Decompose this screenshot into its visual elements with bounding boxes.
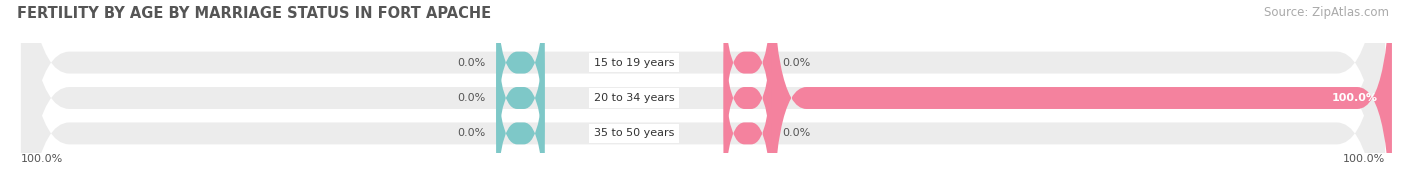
FancyBboxPatch shape [21,0,1385,196]
FancyBboxPatch shape [21,0,1385,196]
Text: Source: ZipAtlas.com: Source: ZipAtlas.com [1264,6,1389,19]
Text: 15 to 19 years: 15 to 19 years [593,58,675,68]
Text: 0.0%: 0.0% [782,128,810,138]
Legend: Married, Unmarried: Married, Unmarried [612,192,794,196]
Text: 20 to 34 years: 20 to 34 years [593,93,675,103]
FancyBboxPatch shape [496,0,544,158]
FancyBboxPatch shape [772,0,1392,196]
Text: 0.0%: 0.0% [782,58,810,68]
FancyBboxPatch shape [21,0,1385,196]
Text: 0.0%: 0.0% [458,58,486,68]
Text: 100.0%: 100.0% [1331,93,1378,103]
FancyBboxPatch shape [724,38,772,196]
Text: 0.0%: 0.0% [458,128,486,138]
FancyBboxPatch shape [724,3,772,193]
Text: 100.0%: 100.0% [21,154,63,164]
Text: 100.0%: 100.0% [1343,154,1385,164]
FancyBboxPatch shape [724,0,772,158]
FancyBboxPatch shape [496,3,544,193]
Text: 0.0%: 0.0% [458,93,486,103]
Text: FERTILITY BY AGE BY MARRIAGE STATUS IN FORT APACHE: FERTILITY BY AGE BY MARRIAGE STATUS IN F… [17,6,491,21]
FancyBboxPatch shape [496,38,544,196]
Text: 35 to 50 years: 35 to 50 years [593,128,675,138]
